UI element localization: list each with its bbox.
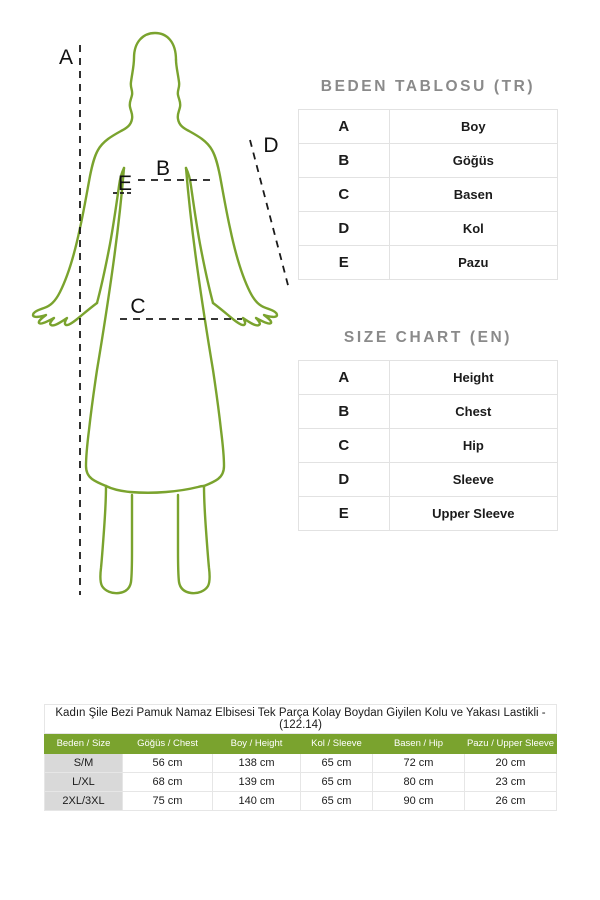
en-value-3: Sleeve (388, 462, 559, 497)
label-d: D (263, 134, 278, 157)
table-row: B Chest (298, 394, 559, 429)
tr-size-table: A Boy B Göğüs C Basen D Kol E Pazu (298, 109, 559, 280)
row-2-sleeve: 65 cm (300, 791, 373, 811)
table-row: C Basen (298, 177, 559, 212)
tr-value-2: Basen (388, 177, 559, 212)
en-key-0: A (298, 360, 390, 395)
table-row: S/M 56 cm 138 cm 65 cm 72 cm 20 cm (44, 753, 558, 773)
figure-outline-svg: A B C D E (31, 31, 290, 595)
measurement-table-block: Kadın Şile Bezi Pamuk Namaz Elbisesi Tek… (43, 704, 558, 811)
tr-key-4: E (298, 245, 390, 280)
tr-value-4: Pazu (388, 245, 559, 280)
row-0-upper-sleeve: 20 cm (463, 753, 558, 773)
row-0-sleeve: 65 cm (300, 753, 373, 773)
header-size: Beden / Size (44, 733, 123, 754)
table-row: 2XL/3XL 75 cm 140 cm 65 cm 90 cm 26 cm (44, 791, 558, 811)
label-e: E (118, 172, 132, 195)
row-0-hip: 72 cm (372, 753, 465, 773)
row-1-size: L/XL (44, 772, 123, 792)
header-hip: Basen / Hip (372, 733, 465, 754)
en-table-title: SIZE CHART (EN) (343, 329, 513, 346)
en-value-2: Hip (388, 428, 559, 463)
table-row: E Upper Sleeve (298, 496, 559, 531)
row-2-height: 140 cm (212, 791, 301, 811)
tr-table-title: BEDEN TABLOSU (TR) (320, 78, 536, 95)
row-1-hip: 80 cm (372, 772, 465, 792)
label-c: C (130, 295, 145, 318)
measurement-caption-row: Kadın Şile Bezi Pamuk Namaz Elbisesi Tek… (43, 704, 558, 734)
row-1-upper-sleeve: 23 cm (463, 772, 558, 792)
en-value-0: Height (388, 360, 559, 395)
tr-key-1: B (298, 143, 390, 178)
table-row: D Kol (298, 211, 559, 246)
header-upper-sleeve: Pazu / Upper Sleeve (463, 733, 558, 754)
header-chest: Göğüs / Chest (122, 733, 213, 754)
en-key-2: C (298, 428, 390, 463)
tr-value-0: Boy (388, 109, 559, 144)
row-1-height: 139 cm (212, 772, 301, 792)
row-0-height: 138 cm (212, 753, 301, 773)
row-0-chest: 56 cm (122, 753, 213, 773)
row-2-size: 2XL/3XL (44, 791, 123, 811)
table-row: E Pazu (298, 245, 559, 280)
table-row: B Göğüs (298, 143, 559, 178)
tr-size-table-block: BEDEN TABLOSU (TR) A Boy B Göğüs C Basen… (298, 78, 559, 280)
dress-outline-path (31, 31, 279, 595)
en-size-table-block: SIZE CHART (EN) A Height B Chest C Hip D… (298, 329, 559, 531)
en-value-1: Chest (388, 394, 559, 429)
tr-key-3: D (298, 211, 390, 246)
en-key-4: E (298, 496, 390, 531)
product-title: Kadın Şile Bezi Pamuk Namaz Elbisesi Tek… (43, 704, 558, 734)
en-value-4: Upper Sleeve (388, 496, 559, 531)
row-1-sleeve: 65 cm (300, 772, 373, 792)
measurement-header-row: Beden / Size Göğüs / Chest Boy / Height … (44, 733, 558, 754)
label-a: A (59, 46, 73, 69)
figure-diagram: A B C D E (0, 0, 300, 650)
en-size-table: A Height B Chest C Hip D Sleeve E Uppe (298, 360, 559, 531)
table-row: D Sleeve (298, 462, 559, 497)
tr-key-0: A (298, 109, 390, 144)
table-row: A Height (298, 360, 559, 395)
tr-value-1: Göğüs (388, 143, 559, 178)
header-sleeve: Kol / Sleeve (300, 733, 373, 754)
table-row: A Boy (298, 109, 559, 144)
header-height: Boy / Height (212, 733, 301, 754)
row-2-hip: 90 cm (372, 791, 465, 811)
table-row: L/XL 68 cm 139 cm 65 cm 80 cm 23 cm (44, 772, 558, 792)
row-2-upper-sleeve: 26 cm (463, 791, 558, 811)
row-0-size: S/M (44, 753, 123, 773)
label-b: B (156, 157, 170, 180)
tr-value-3: Kol (388, 211, 559, 246)
measurement-table: Kadın Şile Bezi Pamuk Namaz Elbisesi Tek… (43, 704, 558, 811)
en-key-3: D (298, 462, 390, 497)
guide-line-d (249, 139, 290, 290)
en-key-1: B (298, 394, 390, 429)
tr-key-2: C (298, 177, 390, 212)
row-2-chest: 75 cm (122, 791, 213, 811)
table-row: C Hip (298, 428, 559, 463)
row-1-chest: 68 cm (122, 772, 213, 792)
